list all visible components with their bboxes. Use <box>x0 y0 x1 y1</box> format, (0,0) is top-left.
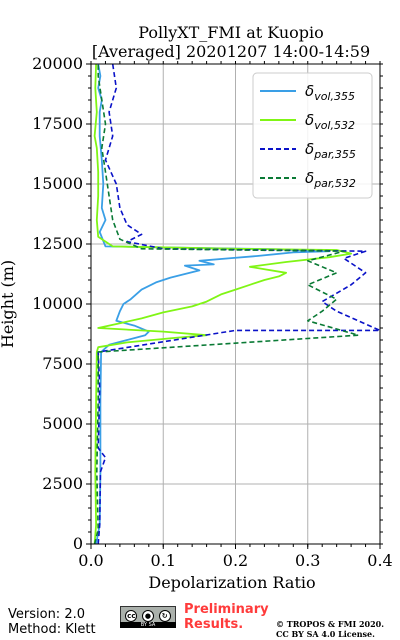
legend-label-1: δvol,532 <box>305 111 355 132</box>
preliminary-notice: Preliminary Results. <box>184 602 269 632</box>
plot-frame <box>90 63 381 545</box>
y-tick-label: 5000 <box>42 414 83 433</box>
x-axis-label: Depolarization Ratio <box>148 573 315 592</box>
legend-label-3: δpar,532 <box>305 169 356 190</box>
series-line-3 <box>93 64 360 545</box>
legend-label-main: δ <box>305 82 314 100</box>
legend-label-sub: vol,532 <box>314 119 355 132</box>
y-tick-label: 17500 <box>32 114 83 133</box>
legend-label-2: δpar,355 <box>305 140 356 161</box>
y-tick-label: 2500 <box>42 474 83 493</box>
version-text: Version: 2.0 <box>8 607 85 622</box>
legend-label-sub: vol,355 <box>314 90 355 103</box>
by-icon: ● <box>141 610 154 622</box>
x-tick-label: 0.1 <box>151 551 176 570</box>
x-tick-label: 0.2 <box>223 551 248 570</box>
x-tick-label: 0.4 <box>367 551 392 570</box>
badge-sa-text: SA <box>148 622 156 628</box>
legend-label-sub: par,355 <box>313 148 356 161</box>
y-tick-label: 15000 <box>32 174 83 193</box>
legend-label-sub: par,532 <box>313 177 356 190</box>
copyright-line2: CC BY SA 4.0 License. <box>276 629 375 639</box>
series-line-1 <box>93 63 352 545</box>
axis-ticks: 0.0 0.1 0.2 0.3 0.4 0 2500 5000 7500 10000 12500 15… <box>32 54 393 570</box>
depolarization-chart: PollyXT_FMI at Kuopio [Averaged] 2020120… <box>0 23 393 592</box>
legend-label-main: δ <box>305 111 314 129</box>
x-tick-label: 0.0 <box>78 551 103 570</box>
y-tick-label: 10000 <box>32 294 83 313</box>
copyright-line1: © TROPOS & FMI 2020. <box>276 619 385 629</box>
copyright-notice: © TROPOS & FMI 2020. CC BY SA 4.0 Licens… <box>276 619 384 639</box>
legend-label-main: δ <box>305 169 314 187</box>
preliminary-line1: Preliminary <box>184 602 269 617</box>
method-text: Method: Klett <box>8 622 96 637</box>
x-tick-label: 0.3 <box>295 551 320 570</box>
y-tick-label: 20000 <box>32 54 83 73</box>
sa-icon: ↻ <box>158 610 171 622</box>
cc-badge-caption: BY SA <box>120 622 176 628</box>
legend-label-0: δvol,355 <box>305 82 355 103</box>
y-tick-label: 12500 <box>32 234 83 253</box>
series-layer <box>93 63 381 545</box>
legend-box <box>252 72 373 199</box>
series-line-0 <box>95 63 331 545</box>
cc-icon: cc <box>125 610 138 622</box>
chart-subtitle: [Averaged] 20201207 14:00-14:59 <box>92 42 370 61</box>
y-tick-label: 0 <box>73 534 83 553</box>
preliminary-line2: Results. <box>184 617 244 632</box>
series-line-2 <box>97 63 381 545</box>
legend-label-main: δ <box>305 140 314 158</box>
badge-by-text: BY <box>140 622 147 628</box>
cc-license-badge: cc ● ↻ <box>120 606 176 626</box>
chart-title: PollyXT_FMI at Kuopio <box>138 23 324 42</box>
y-axis-label: Height (m) <box>0 260 17 348</box>
y-tick-label: 7500 <box>42 354 83 373</box>
